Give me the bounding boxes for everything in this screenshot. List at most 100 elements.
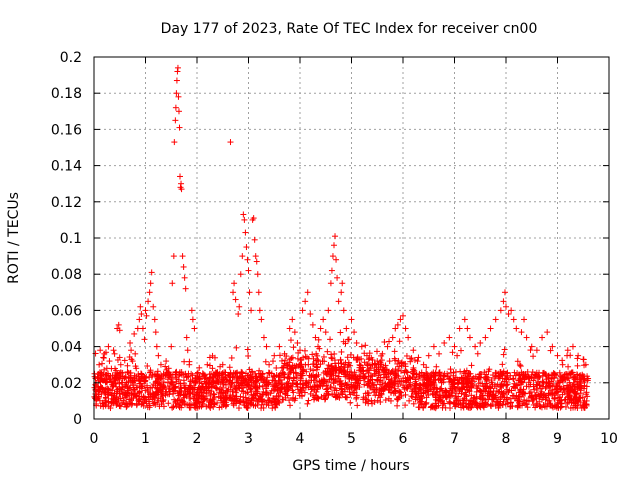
baseline-point (560, 386, 567, 393)
data-point (436, 350, 443, 357)
baseline-point (551, 395, 558, 402)
baseline-point (211, 400, 218, 407)
baseline-point (136, 388, 143, 395)
baseline-point (289, 354, 296, 361)
baseline-point (281, 371, 288, 378)
baseline-point (456, 376, 463, 383)
baseline-point (228, 397, 235, 404)
baseline-point (234, 369, 241, 376)
x-tick-label: 0 (90, 431, 99, 447)
baseline-point (497, 369, 504, 376)
baseline-point (477, 404, 484, 411)
baseline-point (411, 386, 418, 393)
baseline-point (114, 370, 121, 377)
baseline-point (244, 396, 251, 403)
baseline-point (571, 389, 578, 396)
baseline-point (464, 387, 471, 394)
baseline-point (347, 391, 354, 398)
baseline-point (503, 376, 510, 383)
baseline-point (395, 357, 402, 364)
baseline-point (150, 381, 157, 388)
x-axis-label: GPS time / hours (292, 458, 409, 474)
baseline-point (259, 383, 266, 390)
baseline-point (553, 389, 560, 396)
x-tick-label: 6 (399, 431, 408, 447)
baseline-point (122, 374, 129, 381)
baseline-point (344, 363, 351, 370)
baseline-point (380, 385, 387, 392)
data-point (334, 274, 341, 281)
baseline-point (259, 370, 266, 377)
baseline-point (261, 398, 268, 405)
baseline-point (310, 367, 317, 374)
baseline-point (114, 357, 121, 364)
data-point (425, 352, 432, 359)
data-point (329, 253, 336, 260)
baseline-point (288, 355, 295, 362)
baseline-point (187, 377, 194, 384)
data-point (224, 372, 231, 379)
baseline-point (483, 376, 490, 383)
data-point (510, 316, 517, 323)
baseline-point (316, 378, 323, 385)
data-point (173, 90, 180, 97)
y-tick-label: 0.12 (51, 195, 82, 211)
data-point (156, 376, 163, 383)
baseline-point (319, 383, 326, 390)
baseline-point (335, 360, 342, 367)
data-point (134, 325, 141, 332)
data-point (219, 361, 226, 368)
baseline-point (206, 376, 213, 383)
baseline-point (565, 384, 572, 391)
data-point (128, 347, 135, 354)
data-point (291, 329, 298, 336)
data-point (186, 361, 193, 368)
baseline-point (217, 390, 224, 397)
baseline-point (551, 374, 558, 381)
baseline-point (542, 396, 549, 403)
baseline-point (168, 380, 175, 387)
baseline-point (115, 396, 122, 403)
baseline-point (199, 370, 206, 377)
baseline-point (183, 374, 190, 381)
data-point (111, 350, 118, 357)
baseline-point (305, 355, 312, 362)
data-point (392, 325, 399, 332)
baseline-point (258, 393, 265, 400)
baseline-point (382, 369, 389, 376)
baseline-point (569, 383, 576, 390)
baseline-point (181, 358, 188, 365)
baseline-point (355, 380, 362, 387)
baseline-point (269, 405, 276, 412)
data-point (477, 339, 484, 346)
baseline-point (552, 371, 559, 378)
baseline-point (530, 401, 537, 408)
baseline-point (278, 357, 285, 364)
baseline-point (144, 362, 151, 369)
baseline-point (507, 399, 514, 406)
baseline-point (378, 357, 385, 364)
baseline-point (496, 373, 503, 380)
baseline-point (272, 383, 279, 390)
baseline-point (440, 393, 447, 400)
baseline-point (325, 392, 332, 399)
baseline-point (209, 397, 216, 404)
baseline-point (532, 371, 539, 378)
data-point (322, 329, 329, 336)
baseline-point (350, 384, 357, 391)
baseline-point (563, 374, 570, 381)
baseline-point (157, 387, 164, 394)
baseline-point (541, 403, 548, 410)
baseline-point (211, 354, 218, 361)
baseline-point (136, 398, 143, 405)
baseline-point (420, 404, 427, 411)
baseline-point (353, 386, 360, 393)
data-point (246, 289, 253, 296)
data-point (312, 334, 319, 341)
baseline-point (207, 400, 214, 407)
data-point (559, 361, 566, 368)
baseline-point (314, 394, 321, 401)
baseline-point (224, 378, 231, 385)
baseline-point (278, 381, 285, 388)
baseline-point (473, 395, 480, 402)
